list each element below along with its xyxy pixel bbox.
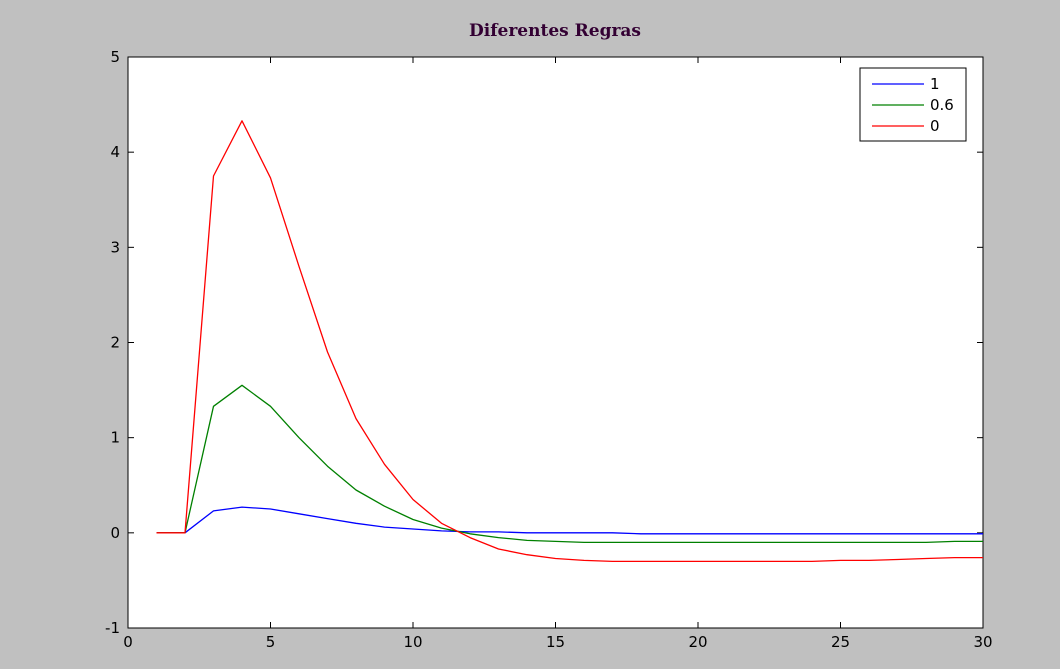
y-tick-label: 1 bbox=[110, 429, 120, 447]
x-tick-label: 5 bbox=[266, 633, 276, 651]
y-tick-label: 0 bbox=[110, 524, 120, 542]
series-line-1 bbox=[156, 506, 983, 535]
x-tick-label: 20 bbox=[688, 633, 707, 651]
series-lines bbox=[156, 120, 983, 563]
y-tick-label: -1 bbox=[105, 619, 120, 637]
chart-title: Diferentes Regras bbox=[469, 21, 641, 41]
legend: 10.60 bbox=[859, 67, 967, 142]
legend-label: 1 bbox=[930, 75, 940, 93]
x-tick-label: 25 bbox=[831, 633, 850, 651]
y-tick-label: 5 bbox=[110, 48, 120, 66]
y-tick-label: 3 bbox=[110, 238, 120, 256]
legend-label: 0.6 bbox=[930, 96, 954, 114]
x-tick-label: 15 bbox=[546, 633, 565, 651]
x-tick-label: 30 bbox=[973, 633, 992, 651]
x-tick-label: 0 bbox=[123, 633, 133, 651]
legend-label: 0 bbox=[930, 117, 940, 135]
x-tick-label: 10 bbox=[403, 633, 422, 651]
series-line-0 bbox=[156, 120, 983, 563]
y-tick-label: 4 bbox=[110, 143, 120, 161]
y-tick-label: 2 bbox=[110, 334, 120, 352]
series-line-0.6 bbox=[156, 384, 983, 544]
